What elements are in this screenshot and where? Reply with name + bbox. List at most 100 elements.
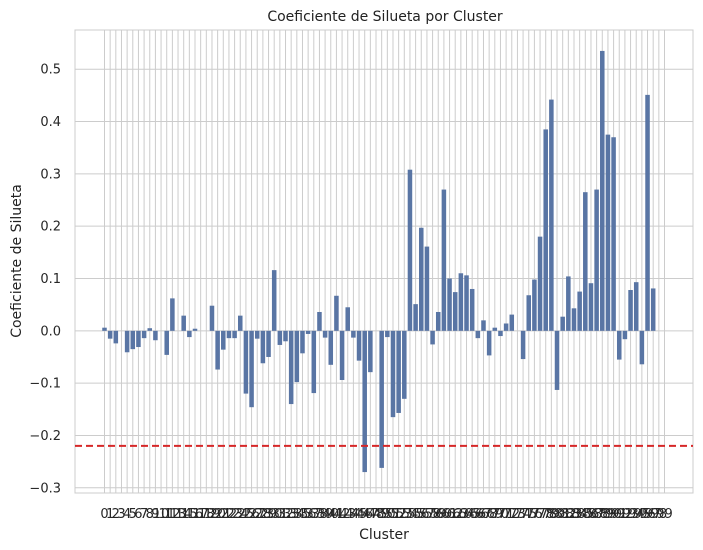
bar [650, 288, 656, 331]
x-tick-label: 24 [232, 507, 249, 522]
x-tick-label: 59 [430, 507, 447, 522]
x-tick-label: 39 [317, 507, 334, 522]
x-tick-label: 69 [487, 507, 504, 522]
bar [645, 94, 650, 331]
x-tick-label: 83 [566, 507, 583, 522]
x-tick-label: 6 [134, 507, 142, 522]
bar [305, 330, 311, 334]
x-tick-label: 18 [198, 507, 215, 522]
bar [413, 304, 418, 331]
x-tick-label: 11 [158, 507, 175, 522]
x-tick-label: 96 [639, 507, 656, 522]
x-tick-label: 75 [520, 507, 537, 522]
bar [221, 330, 226, 350]
bar [605, 134, 611, 331]
bar [616, 330, 622, 360]
x-tick-label: 14 [175, 507, 192, 522]
bar [464, 275, 469, 331]
bar [583, 192, 588, 331]
x-tick-label: 79 [543, 507, 560, 522]
bar [543, 129, 548, 331]
bar [571, 308, 577, 331]
x-tick-label: 23 [226, 507, 243, 522]
bar [633, 282, 639, 331]
x-tick-label: 54 [402, 507, 419, 522]
vertical-gridlines [104, 30, 665, 493]
x-tick-label: 27 [249, 507, 266, 522]
x-tick-label: 9 [151, 507, 159, 522]
bar [254, 330, 260, 339]
x-tick-label: 85 [577, 507, 594, 522]
x-tick-label: 88 [594, 507, 611, 522]
x-axis-label: Cluster [359, 527, 409, 543]
bar [560, 316, 565, 331]
bar [424, 246, 430, 331]
bar [441, 189, 447, 331]
bar [311, 330, 317, 394]
x-tick-label: 61 [441, 507, 458, 522]
bar [532, 279, 537, 331]
bar [600, 50, 605, 331]
x-tick-label: 25 [238, 507, 255, 522]
x-tick-label: 10 [153, 507, 170, 522]
x-tick-label: 50 [379, 507, 396, 522]
bar [153, 330, 158, 341]
y-tick-label: −0.1 [29, 377, 61, 392]
bar [136, 330, 141, 348]
bar [362, 330, 367, 473]
x-tick-label: 92 [617, 507, 634, 522]
x-tick-label: 71 [498, 507, 515, 522]
bar [628, 290, 633, 331]
x-tick-label: 89 [600, 507, 617, 522]
x-tick-label: 62 [447, 507, 464, 522]
x-tick-label: 8 [146, 507, 154, 522]
bar [351, 330, 356, 338]
x-tick-label: 28 [255, 507, 272, 522]
bar [107, 330, 113, 339]
x-tick-label: 21 [215, 507, 232, 522]
bar [124, 330, 130, 353]
x-axis-tick-labels: 0123456789101112131415161718192021222324… [100, 507, 672, 522]
x-tick-label: 37 [306, 507, 323, 522]
bar [271, 270, 277, 331]
bar [266, 330, 271, 357]
x-tick-label: 57 [419, 507, 436, 522]
x-tick-label: 34 [289, 507, 306, 522]
y-tick-label: −0.3 [29, 481, 61, 496]
bar [537, 236, 543, 331]
x-tick-label: 44 [345, 507, 362, 522]
x-tick-label: 64 [458, 507, 475, 522]
y-tick-label: 0.4 [40, 115, 61, 130]
bar [379, 330, 384, 468]
x-tick-label: 58 [424, 507, 441, 522]
x-tick-label: 93 [622, 507, 639, 522]
y-tick-label: 0.3 [40, 167, 61, 182]
x-tick-label: 95 [634, 507, 651, 522]
bar [170, 298, 175, 331]
bar [452, 292, 458, 331]
bar [226, 330, 232, 339]
bar [237, 315, 243, 331]
bar [577, 291, 582, 331]
bar [300, 330, 305, 354]
bar [334, 295, 339, 331]
x-tick-label: 99 [656, 507, 673, 522]
bar [385, 330, 390, 338]
bar [215, 330, 220, 370]
x-tick-label: 60 [436, 507, 453, 522]
bar [430, 330, 435, 345]
x-tick-label: 17 [192, 507, 209, 522]
bar [396, 330, 401, 413]
x-tick-label: 36 [300, 507, 317, 522]
x-tick-label: 74 [515, 507, 532, 522]
bar [611, 137, 616, 331]
bar [113, 330, 119, 344]
bar [594, 189, 599, 331]
bar [328, 330, 334, 365]
x-tick-label: 65 [464, 507, 481, 522]
bar [509, 314, 515, 331]
bar [141, 330, 147, 339]
x-tick-label: 81 [554, 507, 571, 522]
x-tick-label: 3 [117, 507, 125, 522]
bar [187, 330, 192, 338]
